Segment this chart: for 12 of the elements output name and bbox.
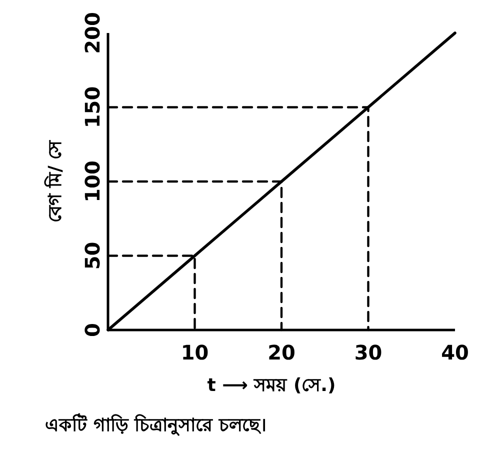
x-tick-label: 40 <box>441 340 469 364</box>
x-tick-label: 10 <box>180 340 209 364</box>
y-tick-label: 100 <box>80 160 104 202</box>
x-axis-title: t ⟶ সময় (সে.) <box>207 374 336 396</box>
x-tick-label: 20 <box>268 340 296 364</box>
y-tick-label: 0 <box>80 323 104 337</box>
y-tick-label: 150 <box>80 86 104 128</box>
text: একটি গাড়ি চিত্রানুসারে চলছে। <box>45 412 266 436</box>
y-tick-label: 50 <box>80 242 104 270</box>
y-tick-label: 200 <box>80 12 104 54</box>
x-tick-label: 30 <box>354 340 382 364</box>
y-axis-title: বেগ মি/ সে <box>44 139 66 223</box>
